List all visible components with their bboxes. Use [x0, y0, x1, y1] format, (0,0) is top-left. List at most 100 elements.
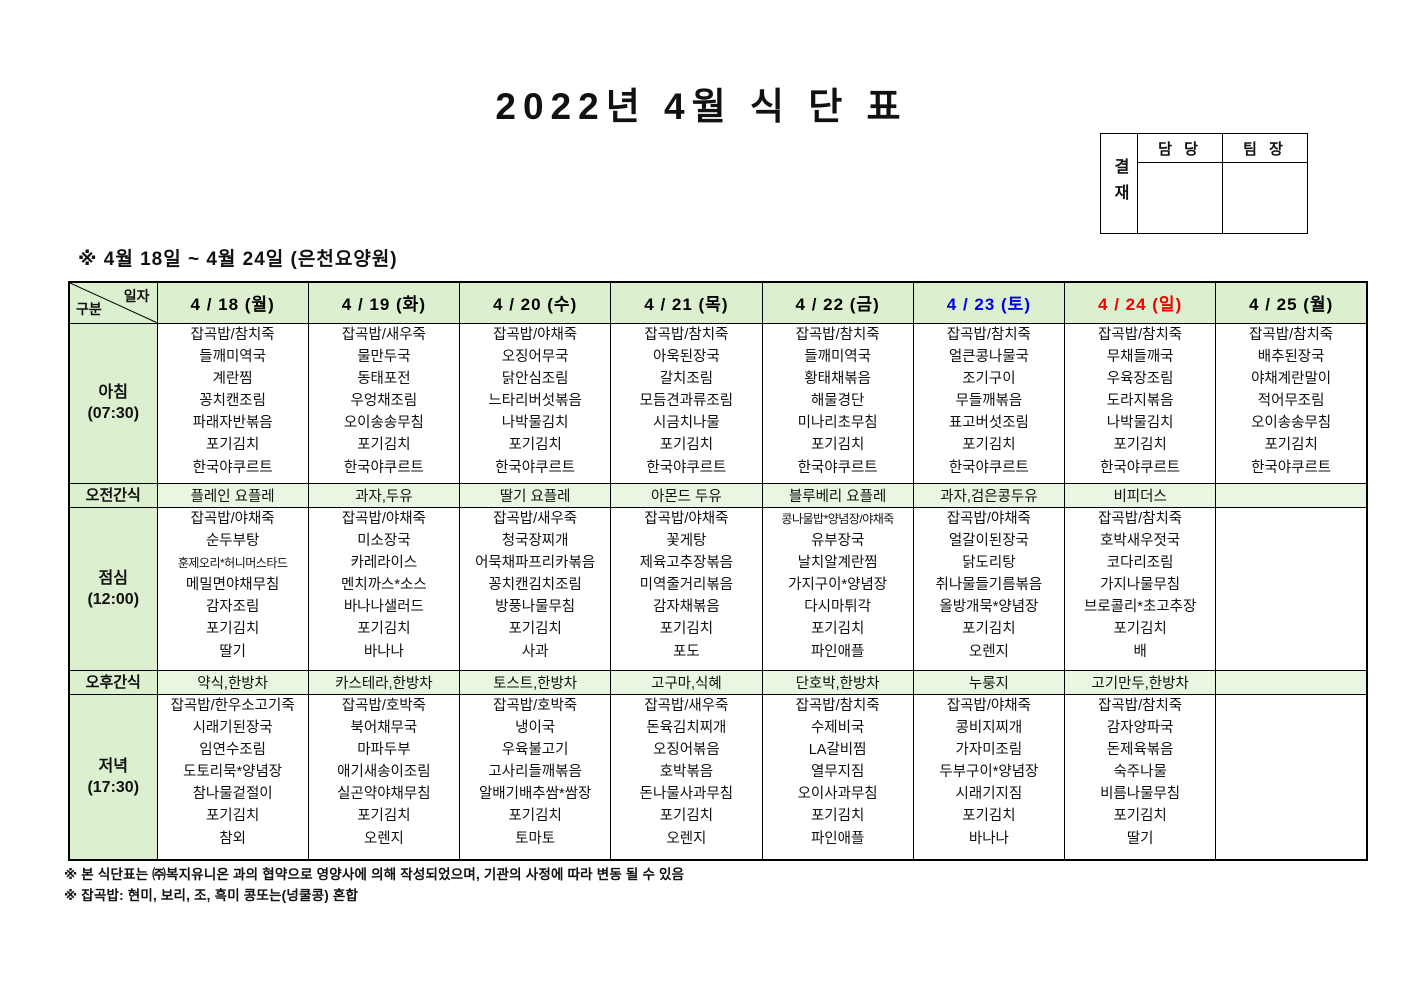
menu-item: 꽁치캔김치조림 [488, 577, 582, 594]
menu-item: 가자미조림 [955, 741, 1023, 758]
menu-item: 포기김치 [357, 437, 411, 454]
menu-item: 파래자반볶음 [192, 415, 273, 432]
row-label-breakfast: 아침 (07:30) [68, 322, 158, 484]
menu-item: 어묵채파프리카볶음 [475, 554, 596, 571]
menu-item: 한국야쿠르트 [495, 459, 576, 476]
menu-item: 멘치까스*소스 [341, 577, 427, 594]
menu-item: 포기김치 [659, 437, 714, 454]
menu-item: 포기김치 [205, 808, 260, 825]
menu-item: 메밀면야채무침 [185, 577, 280, 594]
menu-item: 미역줄거리볶음 [639, 577, 734, 594]
approval-box: 결재 담 당 팀 장 [1100, 133, 1308, 234]
snack-cell: 비피더스 [1063, 482, 1217, 508]
menu-item: 두부구이*양념장 [939, 764, 1039, 781]
menu-cell: 잡곡밥/새우죽 청국장찌개 어묵채파프리카볶음 꽁치캔김치조림 방풍나물무침 포기김치 사과 [458, 506, 612, 671]
date-header: 4 / 23 (토) [912, 281, 1066, 324]
menu-item: 잡곡밥/새우죽 [493, 510, 578, 527]
menu-item: 포기김치 [205, 437, 260, 454]
menu-item: 나박물김치 [501, 415, 569, 432]
menu-item: 무채들깨국 [1106, 348, 1174, 365]
menu-item: 잡곡밥/야채죽 [946, 697, 1031, 714]
menu-cell: 잡곡밥/호박죽 북어채무국 마파두부 애기새송이조림 실곤약야채무침 포기김치 오렌지 [307, 693, 461, 861]
menu-item: 바나나 [968, 830, 1009, 847]
row-label-dinner: 저녁 (17:30) [68, 693, 158, 861]
menu-item: 포기김치 [659, 808, 714, 825]
menu-item: 물만두국 [357, 348, 411, 365]
snack-cell: 딸기 요플레 [458, 482, 612, 508]
snack-cell [1215, 482, 1368, 508]
menu-cell: 잡곡밥/야채죽 미소장국 카레라이스 멘치까스*소스 바나나샐러드 포기김치 바나나 [307, 506, 461, 671]
menu-item: 잡곡밥/참치죽 [1249, 326, 1334, 343]
menu-item: 미나리초무침 [797, 415, 878, 432]
menu-item: 포기김치 [357, 621, 411, 638]
menu-cell [1215, 506, 1368, 671]
menu-item: 배추된장국 [1257, 348, 1325, 365]
corner-date-label: 일자 [123, 288, 150, 304]
menu-cell: 잡곡밥/호박죽 냉이국 우육불고기 고사리들깨볶음 알배기배추쌈*쌈장 포기김치 토마토 [458, 693, 612, 861]
menu-item: 잡곡밥/야채죽 [190, 510, 275, 527]
menu-item: 포기김치 [962, 437, 1016, 454]
menu-item: 훈제오리*허니머스타드 [177, 555, 288, 570]
week-range-subtitle: ※ 4월 18일 ~ 4월 24일 (은천요양원) [78, 249, 398, 270]
menu-item: 오징어볶음 [653, 741, 720, 758]
menu-cell: 잡곡밥/참치죽 배추된장국 야채계란말이 적어무조림 오이송송무침 포기김치 한국야쿠르트 [1215, 322, 1368, 484]
menu-cell: 잡곡밥/야채죽 오징어무국 닭안심조림 느타리버섯볶음 나박물김치 포기김치 한국야쿠르트 [458, 322, 612, 484]
menu-item: 갈치조림 [659, 370, 714, 387]
meal-name: 점심 [98, 569, 128, 587]
snack-cell: 과자,두유 [307, 482, 461, 508]
snack-cell: 플레인 요플레 [156, 482, 309, 508]
menu-cell: 잡곡밥/참치죽 무채들깨국 우육장조림 도라지볶음 나박물김치 포기김치 한국야쿠르트 [1063, 322, 1217, 484]
menu-item: 포기김치 [962, 808, 1016, 825]
meal-name: 아침 [98, 384, 128, 401]
menu-item: 바나나 [363, 643, 404, 660]
menu-item: 가지구이*양념장 [788, 577, 888, 594]
menu-item: 돈제육볶음 [1106, 741, 1174, 758]
snack-cell [1215, 669, 1368, 695]
footnotes: ※ 본 식단표는 ㈜복지유니온 과의 협약으로 영양사에 의해 작성되었으며, … [64, 864, 684, 906]
menu-item: 가지나물무침 [1100, 577, 1181, 594]
approval-sign-cell [1137, 162, 1223, 234]
footnote-line: ※ 잡곡밥: 현미, 보리, 조, 흑미 콩또는(넝쿨콩) 혼합 [64, 888, 359, 903]
date-header: 4 / 18 (월) [156, 281, 309, 324]
menu-item: 실곤약야채무침 [337, 786, 431, 803]
menu-item: 꽁치캔조림 [199, 393, 266, 410]
menu-cell: 잡곡밥/참치죽 수제비국 LA갈비찜 열무지짐 오이사과무침 포기김치 파인애플 [761, 693, 914, 861]
menu-item: 파인애플 [810, 643, 865, 660]
menu-item: 닭도리탕 [962, 554, 1016, 571]
menu-cell: 잡곡밥/참치죽 감자양파국 돈제육볶음 숙주나물 비름나물무침 포기김치 딸기 [1063, 693, 1217, 861]
menu-item: 취나물들기름볶음 [935, 577, 1043, 594]
menu-item: 잡곡밥/참치죽 [190, 326, 275, 343]
menu-item: 우육불고기 [501, 741, 569, 758]
snack-cell: 토스트,한방차 [458, 669, 612, 695]
row-label-afternoon-snack: 오후간식 [68, 669, 158, 695]
menu-item: 수제비국 [810, 719, 865, 736]
menu-item: 올방개묵*양념장 [939, 599, 1039, 616]
menu-item: 한국야쿠르트 [948, 459, 1029, 476]
menu-item: 들깨미역국 [804, 348, 871, 365]
menu-item: 한국야쿠르트 [646, 459, 727, 476]
menu-item: 딸기 [219, 643, 246, 660]
menu-item: 고사리들깨볶음 [488, 764, 582, 781]
menu-cell: 잡곡밥/새우죽 물만두국 동태포전 우엉채조림 오이송송무침 포기김치 한국야쿠르트 [307, 322, 461, 484]
menu-item: 아욱된장국 [653, 348, 720, 365]
menu-item: 마파두부 [357, 741, 411, 758]
menu-item: 오징어무국 [501, 348, 569, 365]
menu-item: 들깨미역국 [199, 348, 266, 365]
menu-item: 임연수조림 [199, 741, 266, 758]
date-header: 4 / 21 (목) [610, 281, 763, 324]
menu-item: 도라지볶음 [1106, 393, 1174, 410]
menu-item: 포기김치 [810, 437, 865, 454]
menu-item: 포기김치 [659, 621, 714, 638]
snack-cell: 약식,한방차 [156, 669, 309, 695]
date-header: 4 / 24 (일) [1063, 281, 1217, 324]
menu-item: 알배기배추쌈*쌈장 [478, 786, 592, 803]
menu-item: 날치알계란찜 [797, 554, 878, 571]
menu-item: 콩비지찌개 [955, 719, 1023, 736]
menu-item: 한국야쿠르트 [192, 459, 273, 476]
menu-item: 바나나샐러드 [343, 599, 424, 616]
menu-item: LA갈비찜 [808, 741, 867, 758]
menu-item: 표고버섯조림 [948, 415, 1029, 432]
menu-item: 잡곡밥/새우죽 [644, 697, 729, 714]
approval-stamp-label: 결재 [1100, 133, 1138, 234]
menu-item: 유부장국 [810, 532, 865, 549]
